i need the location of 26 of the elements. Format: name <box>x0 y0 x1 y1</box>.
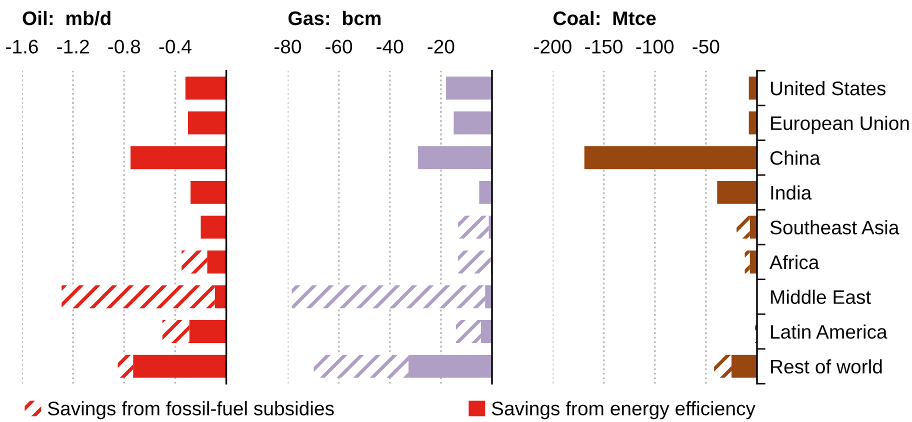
legend-label: Savings from fossil-fuel subsidies <box>48 401 334 420</box>
x-tick-label: -40 <box>376 40 404 54</box>
x-tick-label: -150 <box>585 40 622 54</box>
x-tick-label: -100 <box>636 40 674 54</box>
legend-label: Savings from energy efficiency <box>492 401 756 420</box>
y-tick-label: Middle East <box>771 290 871 304</box>
x-tick-label: -60 <box>326 40 352 54</box>
x-tick-label: -20 <box>428 40 454 54</box>
chart-title: Oil: mb/d <box>22 10 110 26</box>
y-tick-label: Africa <box>770 254 820 270</box>
x-tick-label: -50 <box>692 40 720 54</box>
y-tick-label: Latin America <box>771 324 888 339</box>
x-tick-label: -0.8 <box>108 40 140 54</box>
y-tick-label: India <box>771 185 812 200</box>
y-tick-label: Southeast Asia <box>770 220 900 234</box>
y-tick-label: China <box>770 150 820 165</box>
chart-title: Coal: Mtce <box>554 10 656 26</box>
x-tick-label: -200 <box>534 40 572 54</box>
y-tick-label: United States <box>771 81 886 96</box>
x-tick-label: -1.6 <box>6 40 38 54</box>
x-tick-label: -80 <box>274 40 301 54</box>
y-tick-label: Rest of world <box>771 359 882 374</box>
x-tick-label: -0.4 <box>159 40 192 54</box>
x-tick-label: -1.2 <box>57 40 89 54</box>
chart-title: Gas: bcm <box>288 10 381 26</box>
y-tick-label: European Union <box>771 116 909 134</box>
